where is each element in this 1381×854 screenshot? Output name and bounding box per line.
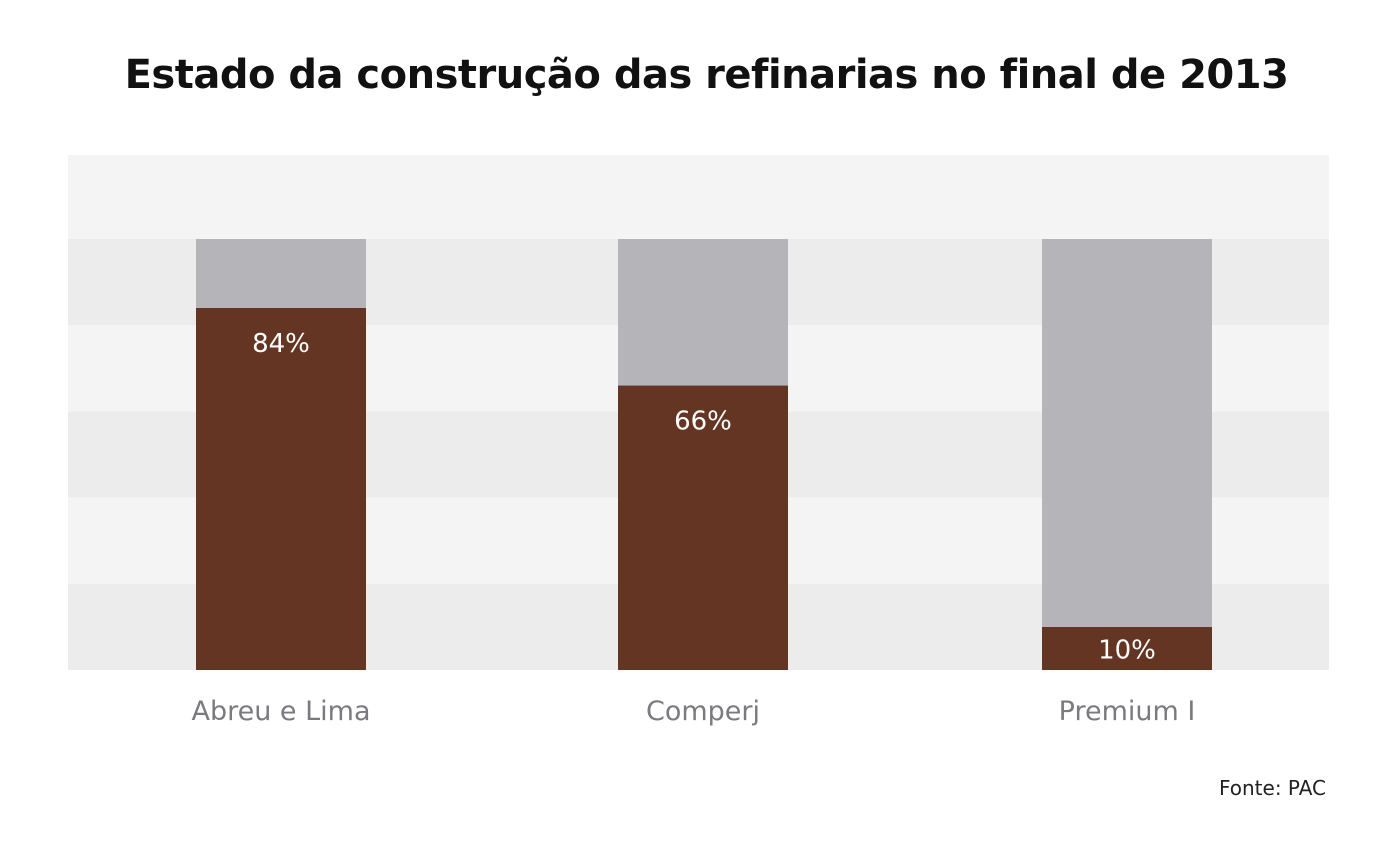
bar-completed: [1042, 626, 1212, 670]
category-label: Premium I: [1059, 696, 1196, 727]
source-note: Fonte: PAC: [1218, 776, 1326, 800]
chart-title: Estado da construção das refinarias no f…: [124, 52, 1289, 98]
category-label: Abreu e Lima: [191, 696, 370, 727]
bars: [196, 239, 1212, 670]
bar-completed: [196, 307, 366, 670]
data-label: 10%: [1098, 635, 1156, 665]
data-label: 66%: [674, 407, 732, 437]
bar-remaining: [196, 239, 366, 308]
bar-completed: [618, 385, 788, 670]
category-label: Comperj: [646, 696, 760, 727]
data-label: 84%: [252, 329, 310, 359]
grid-band-top: [68, 155, 1329, 239]
bar-remaining: [618, 239, 788, 386]
labels: 84% Abreu e Lima 66% Comperj 10% Premium I: [191, 329, 1195, 727]
bar-remaining: [1042, 239, 1212, 627]
